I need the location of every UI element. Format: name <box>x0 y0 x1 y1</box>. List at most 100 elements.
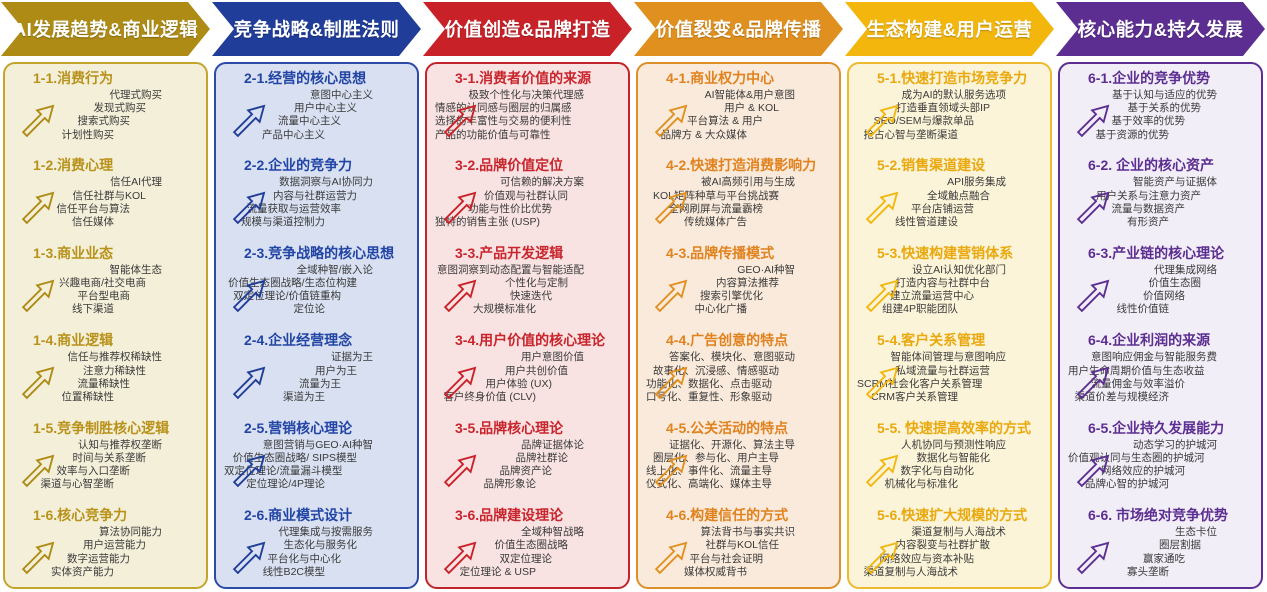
section-item: 线性价值链 <box>1116 303 1170 316</box>
section: 4-4.广告创意的特点 答案化、模块化、意图驱动 故事化、沉浸感、情感驱动 功能化、数… <box>644 332 833 404</box>
section-items: 基于认知与适应的优势 基于关系的优势 基于效率的优势 基于资源的优势 <box>1068 89 1255 142</box>
section-items: 全域种智/嵌入论 价值生态圈战略/生态位构建 双定位理论/价值链重构 定位论 <box>224 264 411 317</box>
section-items: 数据洞察与AI协同力 内容与社群运营力 流量获取与运营效率 规模与渠道控制力 <box>224 176 411 229</box>
section-items: 生态卡位 圈层割据 赢家通吃 寡头垄断 <box>1068 526 1255 579</box>
section-items: 智能资产与证据体 用户关系与注意力资产 流量与数据资产 有形资产 <box>1068 176 1255 229</box>
section-item: 计划性购买 <box>61 128 115 141</box>
section-item: 极致个性化与决策代理感 <box>468 89 585 101</box>
column-header: 核心能力&持久发展 <box>1056 2 1265 56</box>
section-item: 被AI高频引用与生成 <box>701 176 795 189</box>
section-item: 定位理论 & USP <box>459 565 536 578</box>
section: 4-2.快速打造消费影响力 被AI高频引用与生成 KOL矩阵种草与平台挑战赛 全网刷屏… <box>644 157 833 229</box>
column-panel: 5-1.快速打造市场竞争力 成为AI的默认服务选项 打造垂直领域头部IP SEO/SE… <box>847 62 1052 589</box>
section-title: 2-2.企业的竞争力 <box>244 157 353 174</box>
section-title: 6-1.企业的竞争优势 <box>1088 70 1211 86</box>
section-title: 4-3.品牌传播模式 <box>666 244 775 261</box>
section-item: 品牌形象论 <box>483 478 537 491</box>
section-item: 品牌心智的护城河 <box>1085 478 1169 491</box>
section-item: 圈层割据 <box>1159 539 1201 552</box>
section-item: 媒体权威背书 <box>684 565 747 578</box>
section-item: 人机协同与预测性响应 <box>901 438 1006 451</box>
section-item: 中心化广播 <box>694 303 748 316</box>
section-items: 人机协同与预测性响应 数据化与智能化 数字化与自动化 机械化与标准化 <box>857 439 1044 492</box>
section-item: 意图响应佣金与智能服务费 <box>1091 351 1217 364</box>
section-item: 仪式化、高端化、媒体主导 <box>646 478 772 491</box>
section-item: 情感的认同感与圈层的归属感 <box>435 102 572 115</box>
section-item: CRM客户关系管理 <box>871 390 958 403</box>
section: 4-1.商业权力中心 AI智能体&用户意图 用户 & KOL 平台算法 & 用户 品牌方… <box>644 70 833 142</box>
section-item: 价值生态圈战略/ SIPS模型 <box>232 451 357 464</box>
column-2: 竞争战略&制胜法则 2-1.经营的核心思想 意图中心主义 用户中心主义 流量中心主义 产品… <box>211 0 422 592</box>
section-items: 设立AI认知优化部门 打造内容与社群中台 建立流量运营中心 组建4P职能团队 <box>857 264 1044 317</box>
column-header: 价值裂变&品牌传播 <box>634 2 843 56</box>
section-title: 6-4.企业利润的来源 <box>1088 332 1211 349</box>
section: 5-4.客户关系管理 智能体间管理与意图响应 私域流量与社群运营 SCRM社会化客户关… <box>855 332 1044 404</box>
section-items: 算法协同能力 用户运营能力 数字运营能力 实体资产能力 <box>13 526 200 579</box>
section: 4-5.公关活动的特点 证据化、开源化、算法主导 圈层化、参与化、用户主导 线上化、事… <box>644 420 833 492</box>
section-item: 用户为王 <box>315 364 357 377</box>
section-item: 用户中心主义 <box>294 102 357 115</box>
section-item: 赢家通吃 <box>1143 552 1185 565</box>
section-title: 5-6.快速扩大规模的方式 <box>877 507 1028 524</box>
section-item: 智能体生态 <box>109 263 163 276</box>
section: 3-5.品牌核心理论 品牌证据体论 品牌社群论 品牌资产论 品牌形象论 <box>433 420 622 492</box>
section-title: 2-3.竞争战略的核心思想 <box>244 244 395 261</box>
section-item: 算法协同能力 <box>99 526 162 539</box>
section-item: 定位论 <box>293 303 326 316</box>
section-item: 用户关系与注意力资产 <box>1096 189 1201 202</box>
section-item: 注意力稀缺性 <box>83 364 146 377</box>
section-items: GEO·AI种智 内容算法推荐 搜索引擎优化 中心化广播 <box>646 264 833 317</box>
section-item: 位置稀缺性 <box>61 390 115 403</box>
section-title: 5-1.快速打造市场竞争力 <box>877 70 1028 86</box>
section-item: 大规模标准化 <box>473 303 536 316</box>
section-item: 线性管道建设 <box>895 216 958 229</box>
section: 3-4.用户价值的核心理论用户意图价值 用户共创价值 用户体验 (UX) 客户终身价值… <box>433 332 622 404</box>
section-item: 品牌证据体论 <box>521 438 584 451</box>
section-item: 信任媒体 <box>72 216 114 229</box>
section-title: 2-6.商业模式设计 <box>244 507 353 524</box>
section-item: 意图中心主义 <box>310 89 373 101</box>
section-items: 答案化、模块化、意图驱动 故事化、沉浸感、情感驱动 功能化、数据化、点击驱动 口号化、… <box>646 351 833 404</box>
section-item: 圈层化、参与化、用户主导 <box>653 451 779 464</box>
section: 6-2. 企业的核心资产 智能资产与证据体 用户关系与注意力资产 流量与数据资产 有形资… <box>1066 157 1255 229</box>
section-title: 3-4.用户价值的核心理论 <box>455 332 606 349</box>
section: 6-1.企业的竞争优势基于认知与适应的优势 基于关系的优势 基于效率的优势 基于资源的… <box>1066 70 1255 142</box>
section-item: 价值观与社群认同 <box>484 189 568 202</box>
section-item: 快速迭代 <box>510 290 552 303</box>
section: 3-6.品牌建设理论 全域种智战略 价值生态圈战略 双定位理论 定位理论 & USP <box>433 507 622 579</box>
section-item: 品牌资产论 <box>499 465 553 478</box>
section-item: 打造内容与社群中台 <box>895 277 991 290</box>
section-title: 1-3.商业业态 <box>33 244 114 261</box>
section-item: 全域种智/嵌入论 <box>296 263 373 276</box>
section-items: 用户意图价值 用户共创价值 用户体验 (UX) 客户终身价值 (CLV) <box>435 351 622 404</box>
section-item: 流量为王 <box>299 377 341 390</box>
section: 3-2.品牌价值定位 可信赖的解决方案 价值观与社群认同 功能与性价比优势 独特的销售主… <box>433 157 622 229</box>
section-title: 4-1.商业权力中心 <box>666 70 775 86</box>
section-items: 智能体生态 兴趣电商/社交电商 平台型电商 线下渠道 <box>13 264 200 317</box>
section-item: 用户生命周期价值与生态收益 <box>1068 364 1205 377</box>
section-items: 代理集成网络 价值生态圈 价值网络 线性价值链 <box>1068 264 1255 317</box>
section-item: 产品中心主义 <box>262 128 325 141</box>
section-item: 基于认知与适应的优势 <box>1112 89 1217 101</box>
section-item: 搜索式购买 <box>77 115 131 128</box>
section-title: 3-6.品牌建设理论 <box>455 507 564 524</box>
section: 2-1.经营的核心思想 意图中心主义 用户中心主义 流量中心主义 产品中心主义 <box>222 70 411 142</box>
section-items: 意图营销与GEO·AI种智 价值生态圈战略/ SIPS模型 双定位理论/流量漏斗模型… <box>224 439 411 492</box>
section-item: 意图营销与GEO·AI种智 <box>262 438 373 451</box>
section: 1-5.竞争制胜核心逻辑 认知与推荐权垄断 时间与关系垄断 效率与入口垄断 渠道与心智垄… <box>11 420 200 492</box>
section-items: 信任与推荐权稀缺性 注意力稀缺性 流量稀缺性 位置稀缺性 <box>13 351 200 404</box>
section-item: 内容与社群运营力 <box>273 189 357 202</box>
section: 6-4.企业利润的来源 意图响应佣金与智能服务费 用户生命周期价值与生态收益 流量佣金… <box>1066 332 1255 404</box>
section-item: 证据化、开源化、算法主导 <box>669 438 795 451</box>
section-item: 社群与KOL信任 <box>705 539 779 552</box>
section-item: 流量稀缺性 <box>77 377 131 390</box>
section-item: 信任与推荐权稀缺性 <box>67 351 163 364</box>
column-4: 价值裂变&品牌传播 4-1.商业权力中心 AI智能体&用户意图 用户 & KOL 平台算… <box>633 0 844 592</box>
section-item: 搜索引擎优化 <box>700 290 763 303</box>
section-item: 算法背书与事实共识 <box>700 526 796 539</box>
section-item: 客户终身价值 (CLV) <box>443 390 536 403</box>
section-title: 5-4.客户关系管理 <box>877 332 986 349</box>
section-item: 渠道复制与人海战术 <box>863 565 959 578</box>
section-item: 规模与渠道控制力 <box>241 216 325 229</box>
section-item: 流量获取与运营效率 <box>246 202 342 215</box>
